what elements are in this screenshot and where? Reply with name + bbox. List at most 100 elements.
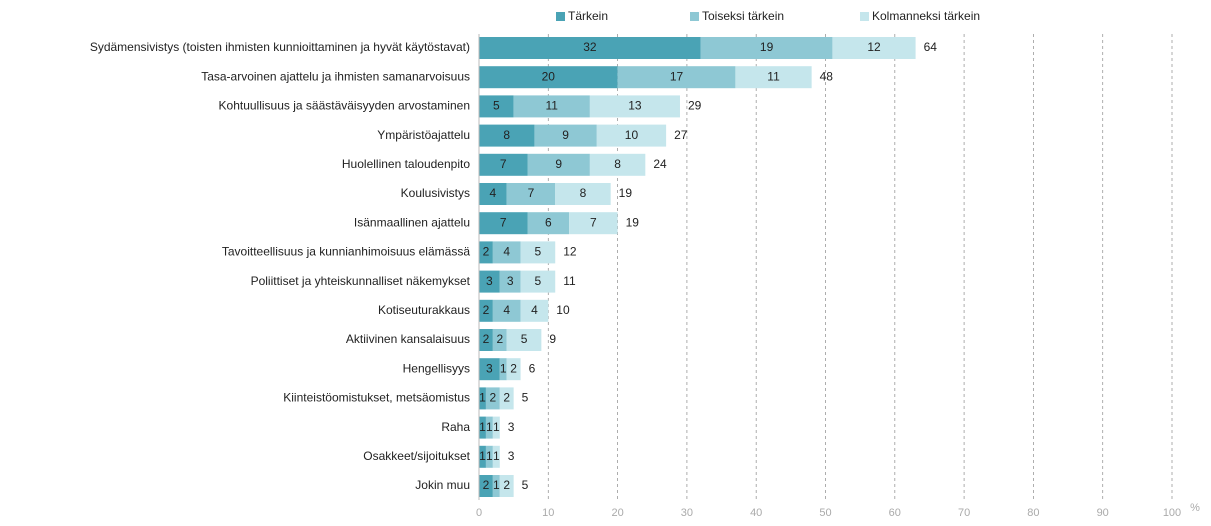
data-label: 2 xyxy=(510,361,517,375)
legend-swatch xyxy=(860,12,869,21)
y-tick-label: Tavoitteellisuus ja kunnianhimoisuus elä… xyxy=(222,245,470,259)
bar-segment xyxy=(520,241,556,264)
total-label: 29 xyxy=(688,99,702,113)
data-label: 3 xyxy=(486,361,493,375)
data-label: 32 xyxy=(583,40,597,54)
bar-segment xyxy=(479,241,493,264)
bar-segment xyxy=(479,212,528,235)
bar-segment xyxy=(506,358,521,381)
x-tick-label: 80 xyxy=(1027,507,1039,519)
data-label: 8 xyxy=(580,186,587,200)
bar-segment xyxy=(479,183,507,205)
y-tick-label: Jokin muu xyxy=(415,478,470,492)
data-label: 5 xyxy=(535,245,542,259)
bar-segment xyxy=(479,387,486,410)
data-label: 2 xyxy=(483,303,490,317)
bar-segment xyxy=(479,95,514,118)
data-label: 7 xyxy=(500,215,507,229)
data-label: 9 xyxy=(562,128,569,142)
data-label: 1 xyxy=(493,478,500,492)
total-label: 3 xyxy=(508,449,515,463)
data-label: 9 xyxy=(555,157,562,171)
legend-swatch xyxy=(690,12,699,21)
total-label: 11 xyxy=(563,274,576,288)
bar-segment xyxy=(513,95,590,118)
bar-segment xyxy=(527,153,590,176)
bar-segment xyxy=(492,299,521,322)
x-tick-label: 10 xyxy=(542,507,554,519)
y-tick-label: Kohtuullisuus ja säästäväisyyden arvosta… xyxy=(219,99,470,113)
total-label: 6 xyxy=(529,361,536,375)
bar-segment xyxy=(479,66,618,89)
data-label: 5 xyxy=(521,332,528,346)
bar-segment xyxy=(520,270,556,293)
data-label: 7 xyxy=(500,157,507,171)
data-label: 19 xyxy=(760,40,774,54)
data-label: 8 xyxy=(503,128,510,142)
data-label: 13 xyxy=(628,99,642,113)
bar-segment xyxy=(479,124,535,147)
data-label: 20 xyxy=(542,69,556,83)
data-label: 2 xyxy=(483,245,490,259)
x-tick-label: 100 xyxy=(1163,507,1181,519)
data-label: 1 xyxy=(486,449,493,463)
x-tick-label: 40 xyxy=(750,507,762,519)
bar-segment xyxy=(492,445,500,468)
bar-segment xyxy=(479,299,493,322)
y-tick-label: Kotiseuturakkaus xyxy=(378,303,470,317)
bar-segment xyxy=(492,475,500,497)
bar-segment xyxy=(479,358,500,381)
y-tick-label: Koulusivistys xyxy=(401,186,470,200)
data-label: 3 xyxy=(507,274,514,288)
data-label: 5 xyxy=(493,99,500,113)
total-label: 3 xyxy=(508,420,515,434)
legend-label: Kolmanneksi tärkein xyxy=(872,9,980,23)
y-tick-label: Osakkeet/sijoitukset xyxy=(363,449,470,463)
x-axis-label: % xyxy=(1190,502,1200,514)
y-tick-label: Poliittiset ja yhteiskunnalliset näkemyk… xyxy=(251,274,471,288)
y-tick-label: Hengellisyys xyxy=(403,361,470,375)
y-tick-label: Aktiivinen kansalaisuus xyxy=(346,332,470,346)
bar-segment xyxy=(617,66,736,89)
x-tick-label: 60 xyxy=(889,507,901,519)
data-label: 2 xyxy=(483,332,490,346)
bar-segment xyxy=(506,183,556,205)
bar-segment xyxy=(555,183,611,205)
total-label: 5 xyxy=(522,478,529,492)
legend-label: Tärkein xyxy=(568,9,608,23)
y-tick-label: Raha xyxy=(441,420,470,434)
data-label: 12 xyxy=(867,40,881,54)
data-label: 8 xyxy=(614,157,621,171)
bar-segment xyxy=(492,241,521,264)
x-tick-label: 90 xyxy=(1097,507,1109,519)
data-label: 2 xyxy=(490,391,497,405)
y-tick-label: Isänmaallinen ajattelu xyxy=(354,215,470,229)
y-tick-label: Tasa-arvoinen ajattelu ja ihmisten saman… xyxy=(201,69,470,83)
bar-segment xyxy=(485,416,493,439)
bar-segment xyxy=(534,124,597,147)
bar-segment xyxy=(506,329,542,351)
data-label: 2 xyxy=(503,391,510,405)
bar-segment xyxy=(479,416,486,439)
bar-segment xyxy=(832,37,916,59)
data-label: 1 xyxy=(500,361,507,375)
data-label: 1 xyxy=(486,420,493,434)
bar-segment xyxy=(492,416,500,439)
data-label: 6 xyxy=(545,215,552,229)
bar-segment xyxy=(485,387,500,410)
y-tick-label: Huolellinen taloudenpito xyxy=(342,157,470,171)
bar-segment xyxy=(492,329,507,351)
bar-segment xyxy=(700,37,833,59)
data-label: 11 xyxy=(767,69,780,83)
bar-segment xyxy=(596,124,667,147)
bar-segment xyxy=(589,95,680,118)
data-label: 1 xyxy=(479,420,486,434)
total-label: 27 xyxy=(674,128,688,142)
data-label: 1 xyxy=(493,420,500,434)
data-label: 4 xyxy=(503,245,510,259)
x-tick-label: 20 xyxy=(611,507,623,519)
total-label: 19 xyxy=(626,215,640,229)
data-label: 2 xyxy=(496,332,503,346)
total-label: 64 xyxy=(924,40,938,54)
